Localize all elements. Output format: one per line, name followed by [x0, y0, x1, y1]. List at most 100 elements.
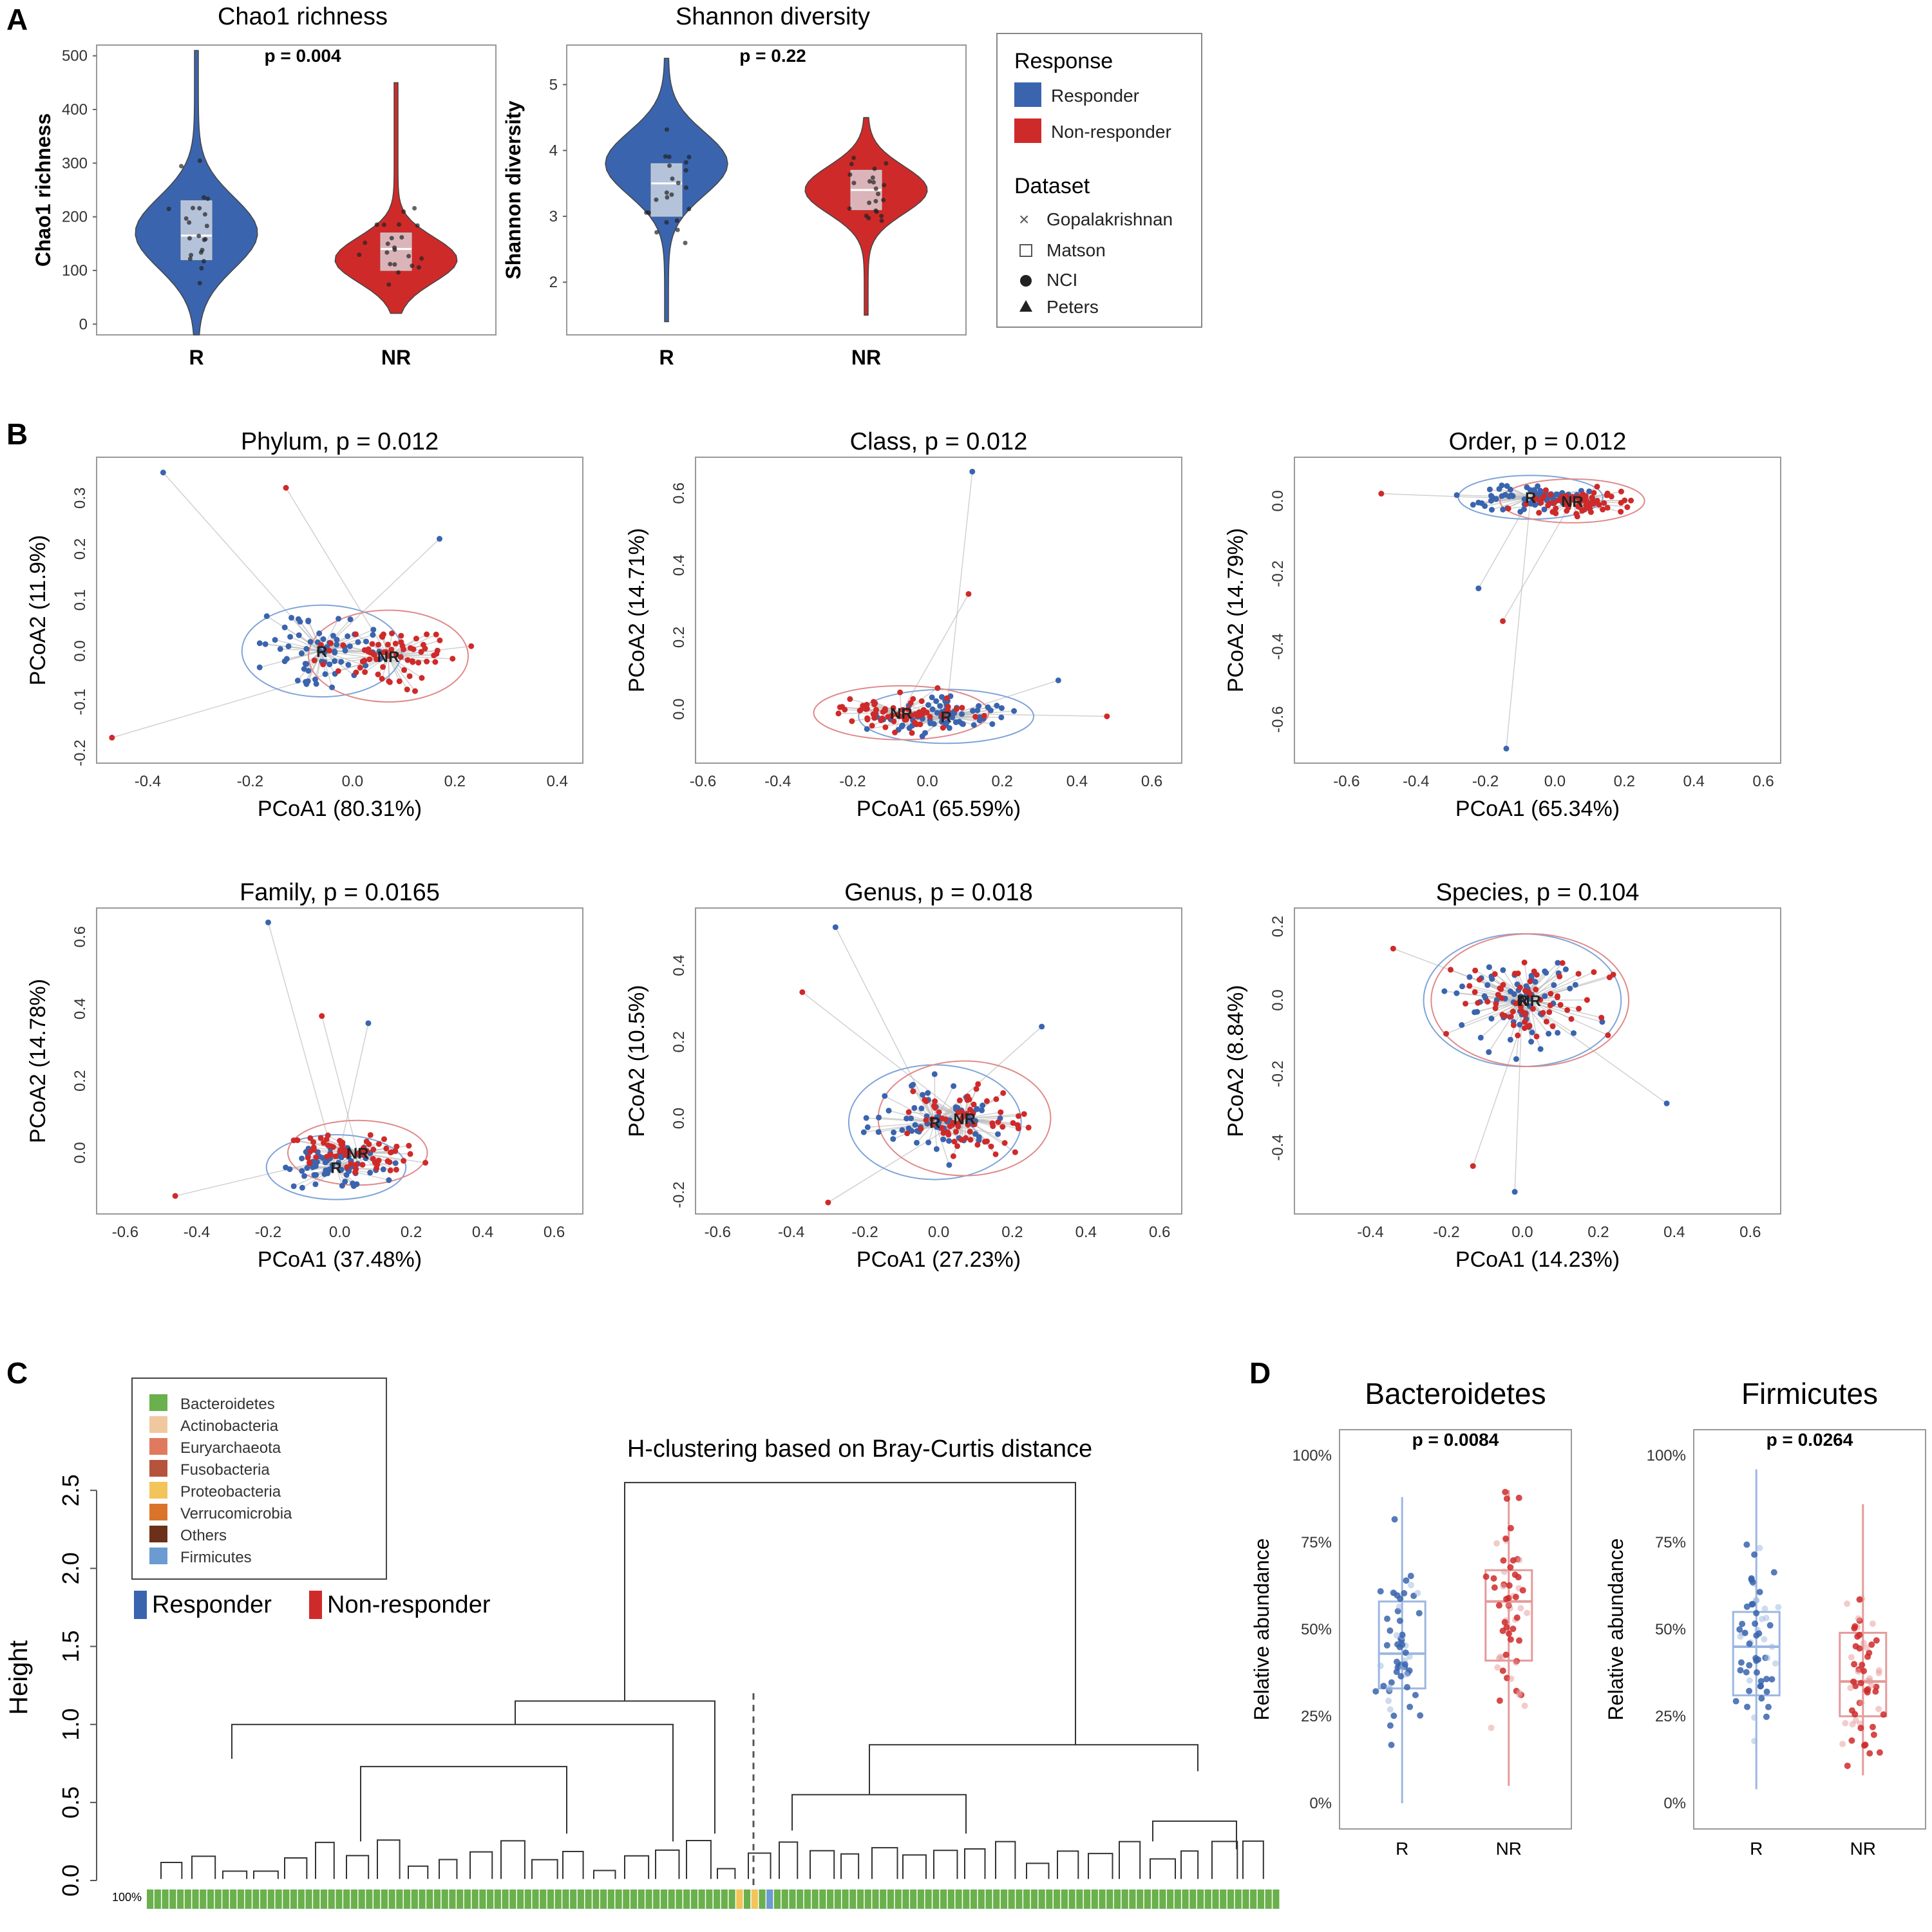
data-point — [864, 726, 870, 732]
spider-line — [900, 593, 969, 714]
data-point — [1495, 1602, 1502, 1609]
dendrogram-link — [315, 1841, 335, 1879]
data-point — [934, 1114, 940, 1121]
y-tick-label: 0.4 — [670, 554, 688, 576]
data-point — [1770, 1569, 1777, 1576]
data-point — [864, 715, 871, 721]
composition-bar — [743, 1889, 751, 1909]
centroid-label: NR — [346, 1145, 369, 1162]
data-point — [1385, 1697, 1392, 1704]
data-point — [1408, 1582, 1415, 1589]
centroid-label: R — [929, 1115, 940, 1132]
legend-dataset-gopalakrishnan: Gopalakrishnan — [1046, 209, 1173, 229]
data-point — [875, 1129, 882, 1135]
data-point — [993, 1096, 999, 1103]
data-point — [1394, 1641, 1401, 1648]
data-point — [401, 667, 408, 673]
composition-bar — [955, 1889, 962, 1909]
composition-bar — [471, 1889, 478, 1909]
y-tick-label: -0.4 — [1269, 633, 1287, 659]
chart-title: Firmicutes — [1741, 1377, 1878, 1410]
x-tick-label: 0.6 — [1149, 1224, 1170, 1241]
data-point — [1743, 1541, 1750, 1548]
composition-bar — [759, 1889, 766, 1909]
data-point — [1459, 983, 1465, 990]
data-point — [1486, 486, 1493, 493]
data-point — [1396, 1617, 1403, 1624]
y-tick-label: 0.4 — [670, 954, 688, 976]
data-point — [1857, 1680, 1864, 1687]
data-point — [1856, 1596, 1863, 1603]
y-tick-label: 0.6 — [670, 482, 688, 504]
data-point — [1574, 513, 1580, 520]
legend-responder-swatch — [1014, 82, 1041, 107]
data-point — [367, 1170, 374, 1176]
data-point — [918, 698, 925, 705]
dendrogram-link — [791, 1794, 967, 1834]
spider-line — [920, 1117, 965, 1130]
data-point — [376, 648, 383, 654]
data-point — [998, 714, 1005, 721]
composition-bar — [457, 1889, 464, 1909]
y-tick-label: 100% — [1293, 1447, 1332, 1464]
composition-bar — [811, 1889, 819, 1909]
composition-bar — [676, 1889, 683, 1909]
spider-line — [305, 650, 323, 683]
composition-bar — [1265, 1889, 1272, 1909]
dendrogram-link — [1180, 1850, 1199, 1879]
data-point — [422, 1159, 429, 1166]
responder-label: Responder — [152, 1591, 272, 1618]
data-point — [1511, 1571, 1519, 1578]
y-tick-label: 100% — [1647, 1447, 1686, 1464]
data-point — [327, 661, 333, 668]
data-point — [468, 643, 475, 649]
data-point — [389, 236, 394, 241]
dendrogram-link — [686, 1840, 712, 1879]
data-point — [424, 631, 430, 638]
composition-bar — [789, 1889, 796, 1909]
data-point — [950, 1153, 956, 1159]
data-point — [938, 694, 945, 700]
data-point — [832, 924, 838, 931]
data-point — [201, 195, 206, 200]
composition-bar — [366, 1889, 373, 1909]
plot-frame — [1294, 907, 1781, 1215]
data-point — [1414, 1589, 1421, 1596]
spider-line — [945, 471, 973, 717]
y-tick-label: 2 — [549, 274, 558, 291]
y-axis-label: PCoA2 (11.9%) — [26, 535, 50, 686]
data-point — [1575, 504, 1581, 510]
data-point — [1604, 492, 1610, 498]
legend-nonresponder-label: Non-responder — [1051, 122, 1171, 142]
data-point — [1466, 983, 1473, 989]
data-point — [675, 227, 680, 232]
legend-item-label: Fusobacteria — [180, 1461, 270, 1479]
data-point — [1531, 487, 1538, 493]
data-point — [1746, 1662, 1753, 1669]
data-point — [398, 639, 404, 645]
composition-bar — [411, 1889, 418, 1909]
data-point — [1401, 1661, 1408, 1668]
data-point — [311, 658, 317, 664]
data-point — [902, 717, 908, 723]
x-tick-label: R — [659, 346, 674, 369]
composition-bar — [668, 1889, 675, 1909]
dendrogram-link — [655, 1849, 680, 1879]
data-point — [419, 256, 424, 261]
data-point — [381, 1136, 387, 1142]
data-point — [1010, 1120, 1016, 1126]
dendrogram-link — [253, 1870, 279, 1879]
composition-bar — [358, 1889, 365, 1909]
data-point — [353, 631, 359, 638]
data-point — [406, 1142, 412, 1149]
box-R — [180, 200, 213, 260]
data-point — [353, 669, 359, 676]
data-point — [962, 1135, 969, 1141]
data-point — [995, 1119, 1001, 1125]
data-point — [1763, 1676, 1770, 1683]
data-point — [1567, 985, 1573, 992]
data-point — [1864, 1689, 1871, 1696]
x-tick-label: 0.2 — [444, 773, 466, 790]
data-point — [332, 658, 338, 665]
data-point — [927, 720, 934, 726]
